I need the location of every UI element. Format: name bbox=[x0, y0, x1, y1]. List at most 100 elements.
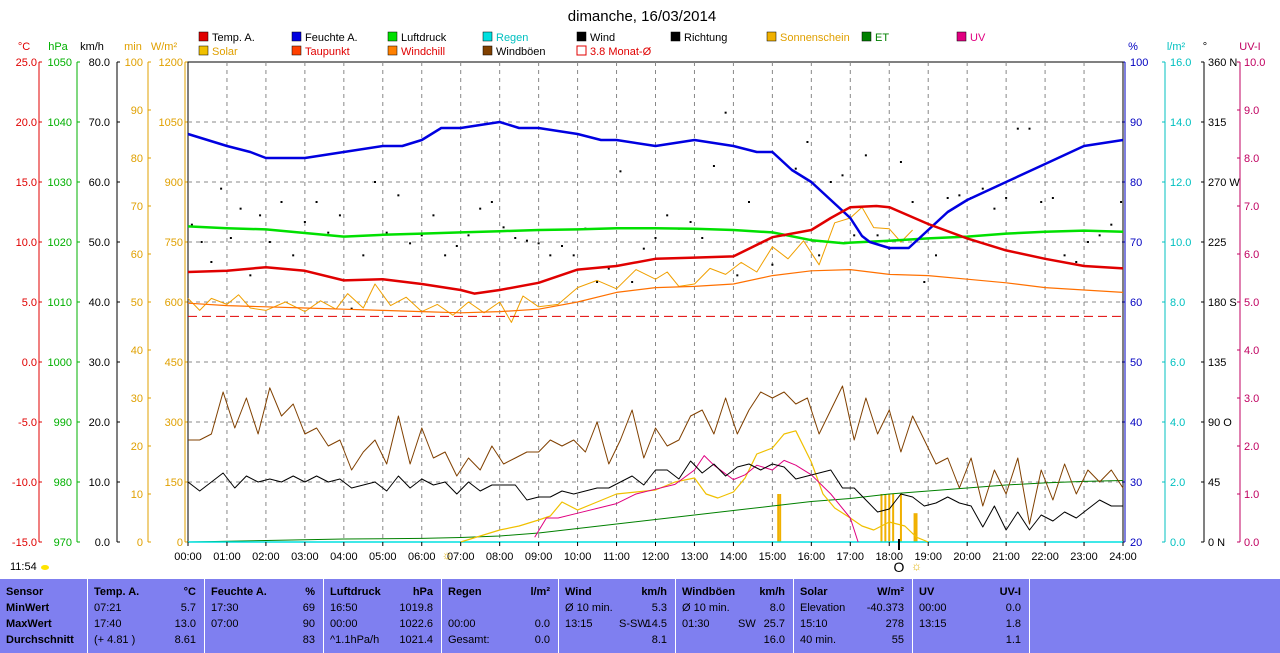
series-richtung-point bbox=[537, 242, 540, 245]
stats-windb-en-value: 25.7 bbox=[763, 618, 785, 630]
legend-feuchte-a-label: Feuchte A. bbox=[305, 32, 358, 44]
series-windb-en-line bbox=[188, 385, 1124, 525]
series-richtung-point bbox=[864, 154, 867, 157]
series-sonnenschein-bar bbox=[899, 494, 902, 542]
series-richtung-point bbox=[748, 201, 750, 203]
left-axis-hpa-tick-label: 1040 bbox=[48, 117, 72, 129]
stats-temp-a: Temp. A. °C 07:21 5.7 17:40 13.0 (+ 4.81 ) 8.61 bbox=[88, 579, 205, 653]
weather-chart: dimanche, 16/03/2014 Temp. A. Feuchte A. L… bbox=[12, 8, 1266, 575]
series-richtung-point bbox=[385, 231, 388, 234]
series-richtung-point bbox=[958, 194, 961, 197]
series-richtung-point bbox=[596, 281, 599, 283]
series-richtung-point bbox=[467, 234, 470, 237]
series-richtung-point bbox=[876, 234, 879, 237]
right-axis-x-tick-label: 135 bbox=[1208, 357, 1226, 369]
stats-wind-direction: S-SW bbox=[619, 618, 648, 630]
left-axis-w-m-tick-label: 1050 bbox=[159, 117, 183, 129]
right-axis-uv-i-tick-label: 8.0 bbox=[1244, 153, 1259, 165]
right-axis-x-tick-label: 315 bbox=[1208, 117, 1226, 129]
right-axis-x-tick-label: 270 W bbox=[1208, 177, 1240, 189]
right-axis-l-m-tick-label: 8.0 bbox=[1170, 297, 1185, 309]
stats-uv-value: 1.8 bbox=[1005, 618, 1021, 630]
series-richtung-point bbox=[315, 201, 318, 203]
series-richtung-point bbox=[607, 267, 610, 270]
series-richtung-point bbox=[853, 234, 856, 237]
right-axis-uv-i-tick-label: 1.0 bbox=[1244, 489, 1259, 501]
stats-luftdruck-value: 1022.6 bbox=[399, 618, 433, 630]
series-richtung-point bbox=[981, 187, 984, 190]
series-richtung-point bbox=[818, 254, 821, 257]
left-axis-km-h-tick-label: 10.0 bbox=[89, 477, 110, 489]
legend-luftdruck-swatch bbox=[387, 31, 398, 42]
left-axis-km-h-unit: km/h bbox=[80, 41, 104, 53]
stats-wind-time: 13:15 bbox=[565, 618, 593, 630]
right-axis-x-tick-label: 100 bbox=[1130, 57, 1148, 69]
right-axis-uv-i-tick-label: 6.0 bbox=[1244, 249, 1259, 261]
x-axis: 00:00 01:00 02:00 03:00 04:00 05:00 06:00 07:00… bbox=[174, 539, 1137, 575]
series-temp-a-line bbox=[187, 204, 1124, 295]
left-axis-min-tick-label: 20 bbox=[131, 441, 143, 453]
stats-feuchte-a-value: 69 bbox=[302, 602, 315, 614]
series-sonnenschein-bar bbox=[913, 513, 916, 542]
series-richtung-point bbox=[249, 274, 252, 277]
x-axis-tick-label: 04:00 bbox=[330, 551, 358, 563]
series-richtung-point bbox=[712, 165, 715, 167]
sunrise-icon: ☼ bbox=[442, 548, 453, 562]
series-richtung-point bbox=[338, 214, 341, 217]
series-richtung-point bbox=[935, 254, 937, 257]
stats-temp-a-time: 17:40 bbox=[94, 618, 122, 630]
stats-luftdruck-time: 00:00 bbox=[330, 618, 358, 630]
series-wind-line bbox=[187, 460, 1123, 531]
series-richtung-point bbox=[1120, 201, 1123, 203]
right-axis-x-tick-label: 60 bbox=[1130, 297, 1142, 309]
stats-temp-a-unit: °C bbox=[183, 586, 196, 598]
stats-feuchte-a-time: 07:00 bbox=[211, 618, 239, 630]
left-axis-w-m-tick-label: 300 bbox=[165, 417, 183, 429]
left-axis-c-tick-label: 25.0 bbox=[16, 57, 37, 69]
series-richtung-point bbox=[1051, 197, 1054, 199]
series-richtung-point bbox=[736, 274, 739, 277]
stats-wind-unit: km/h bbox=[641, 586, 667, 598]
left-axis-hpa-tick-label: 990 bbox=[54, 417, 72, 429]
series-richtung-point bbox=[549, 254, 552, 257]
stats-temp-a-title: Temp. A. bbox=[94, 586, 140, 598]
series-richtung-point bbox=[239, 207, 242, 210]
right-axis-l-m-unit: l/m² bbox=[1167, 41, 1186, 53]
series-richtung-point bbox=[642, 247, 645, 250]
stats-label-avg: Durchschnitt bbox=[6, 634, 74, 646]
left-axis-min-tick-label: 100 bbox=[125, 57, 143, 69]
series-richtung-point bbox=[1028, 127, 1031, 130]
stats-solar-value: -40.373 bbox=[866, 602, 904, 614]
stats-luftdruck-title: Luftdruck bbox=[330, 586, 381, 598]
stats-feuchte-a-title: Feuchte A. bbox=[211, 586, 267, 598]
series-richtung-point bbox=[190, 223, 193, 226]
stats-wind-value: 5.3 bbox=[651, 602, 667, 614]
right-axis-x-tick-label: 360 N bbox=[1208, 57, 1237, 69]
x-axis-tick-label: 19:00 bbox=[914, 551, 942, 563]
left-axis-min-tick-label: 80 bbox=[131, 153, 143, 165]
left-axis-w-m-tick-label: 750 bbox=[165, 237, 183, 249]
stats-uv-unit: UV-I bbox=[999, 586, 1021, 598]
legend-taupunkt-label: Taupunkt bbox=[305, 46, 350, 58]
left-axis-min-tick-label: 50 bbox=[131, 297, 143, 309]
left-axis-km-h-tick-label: 40.0 bbox=[89, 297, 110, 309]
x-axis-tick-label: 06:00 bbox=[408, 551, 436, 563]
right-axis-x-tick-label: 225 bbox=[1208, 237, 1226, 249]
stats-feuchte-a-unit: % bbox=[305, 586, 315, 598]
left-axis-km-h-tick-label: 80.0 bbox=[89, 57, 110, 69]
right-axis-x-tick-label: 80 bbox=[1130, 177, 1142, 189]
right-axis-l-m-tick-label: 14.0 bbox=[1170, 117, 1191, 129]
stats-windb-en-time: Ø 10 min. bbox=[682, 602, 730, 614]
x-axis-tick-label: 22:00 bbox=[1031, 551, 1059, 563]
right-axis-x-tick-label: 20 bbox=[1130, 537, 1142, 549]
legend-uv-label: UV bbox=[970, 32, 986, 44]
x-axis-tick-label: 12:00 bbox=[642, 551, 670, 563]
left-axis-w-m-tick-label: 900 bbox=[165, 177, 183, 189]
right-axis-l-m-tick-label: 0.0 bbox=[1170, 537, 1185, 549]
stats-regen-unit: l/m² bbox=[530, 586, 550, 598]
right-axes: % 100 90 80 70 60 50 40 30 20 l/m² 16.0 14.0 12.0 10.0… bbox=[1122, 41, 1265, 549]
right-axis-x-tick-label: 50 bbox=[1130, 357, 1142, 369]
right-axis-uv-i-tick-label: 9.0 bbox=[1244, 105, 1259, 117]
left-axis-km-h-tick-label: 50.0 bbox=[89, 237, 110, 249]
x-axis-tick-label: 18:00 bbox=[875, 551, 903, 563]
